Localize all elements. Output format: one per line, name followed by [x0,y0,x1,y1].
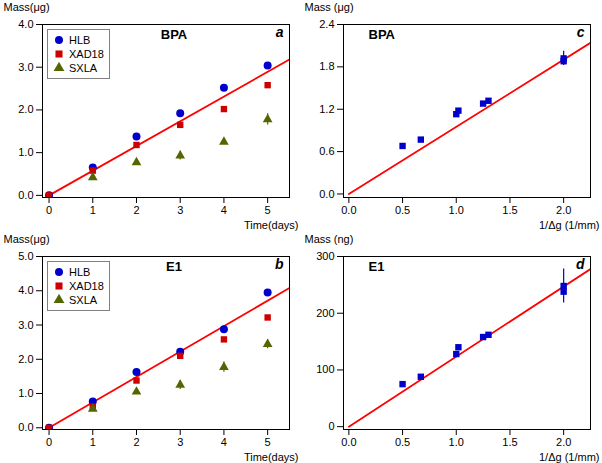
svg-text:c: c [577,24,585,40]
html-text:XAD18: XAD18 [69,48,104,60]
svg-text:1.0: 1.0 [449,204,464,216]
svg-text:a: a [276,24,284,40]
svg-text:5: 5 [265,204,271,216]
svg-text:1: 1 [90,436,96,448]
svg-text:0.0: 0.0 [341,436,356,448]
svg-text:b: b [275,256,284,272]
svg-text:4.0: 4.0 [18,18,33,30]
svg-text:3: 3 [177,436,183,448]
svg-text:0: 0 [46,204,52,216]
svg-text:Mass (μg): Mass (μg) [305,1,354,13]
svg-text:Mass(μg): Mass(μg) [4,233,50,245]
svg-text:100: 100 [316,363,334,375]
svg-text:0: 0 [328,420,334,432]
svg-text:0.0: 0.0 [18,189,33,201]
svg-text:3.0: 3.0 [18,61,33,73]
svg-text:E1: E1 [166,258,182,273]
svg-text:5.0: 5.0 [18,250,33,262]
svg-text:0: 0 [46,436,52,448]
svg-text:d: d [576,256,585,272]
svg-text:5: 5 [265,436,271,448]
svg-text:2.4: 2.4 [319,18,334,30]
svg-text:4.0: 4.0 [18,284,33,296]
svg-text:4: 4 [221,204,227,216]
svg-text:0.6: 0.6 [319,145,334,157]
svg-text:3: 3 [177,204,183,216]
svg-text:2.0: 2.0 [18,103,33,115]
svg-text:300: 300 [316,250,334,262]
svg-text:1.8: 1.8 [319,60,334,72]
svg-text:0.0: 0.0 [341,204,356,216]
svg-text:1.0: 1.0 [18,387,33,399]
svg-text:1.0: 1.0 [449,436,464,448]
svg-text:200: 200 [316,306,334,318]
svg-text:0.0: 0.0 [319,187,334,199]
html-text:SXLA: SXLA [69,293,98,306]
svg-text:3.0: 3.0 [18,318,33,330]
svg-text:0.0: 0.0 [18,421,33,433]
svg-text:E1: E1 [369,258,385,273]
svg-text:Mass(μg): Mass(μg) [4,1,50,13]
html-text:HLB: HLB [69,265,91,278]
svg-text:BPA: BPA [161,27,188,42]
svg-text:0.5: 0.5 [395,436,410,448]
svg-text:1.5: 1.5 [502,436,517,448]
svg-text:2: 2 [133,436,139,448]
html-text:HLB: HLB [69,34,91,46]
svg-text:2: 2 [133,204,139,216]
svg-text:1.0: 1.0 [18,146,33,158]
svg-text:4: 4 [221,436,227,448]
svg-text:1.2: 1.2 [319,103,334,115]
svg-text:1: 1 [90,204,96,216]
svg-text:1/Δg (1/mm): 1/Δg (1/mm) [539,450,600,462]
svg-text:0.5: 0.5 [395,204,410,216]
svg-text:2.0: 2.0 [18,352,33,364]
html-text:XAD18: XAD18 [69,279,104,292]
svg-text:Mass (ng): Mass (ng) [305,233,354,245]
svg-text:2.0: 2.0 [556,204,571,216]
html-text:SXLA: SXLA [69,62,98,74]
svg-text:1/Δg (1/mm): 1/Δg (1/mm) [539,219,600,231]
svg-text:Time(days): Time(days) [244,219,299,231]
svg-text:BPA: BPA [369,27,396,42]
svg-text:Time(days): Time(days) [244,450,299,462]
svg-text:2.0: 2.0 [556,436,571,448]
svg-text:1.5: 1.5 [502,204,517,216]
